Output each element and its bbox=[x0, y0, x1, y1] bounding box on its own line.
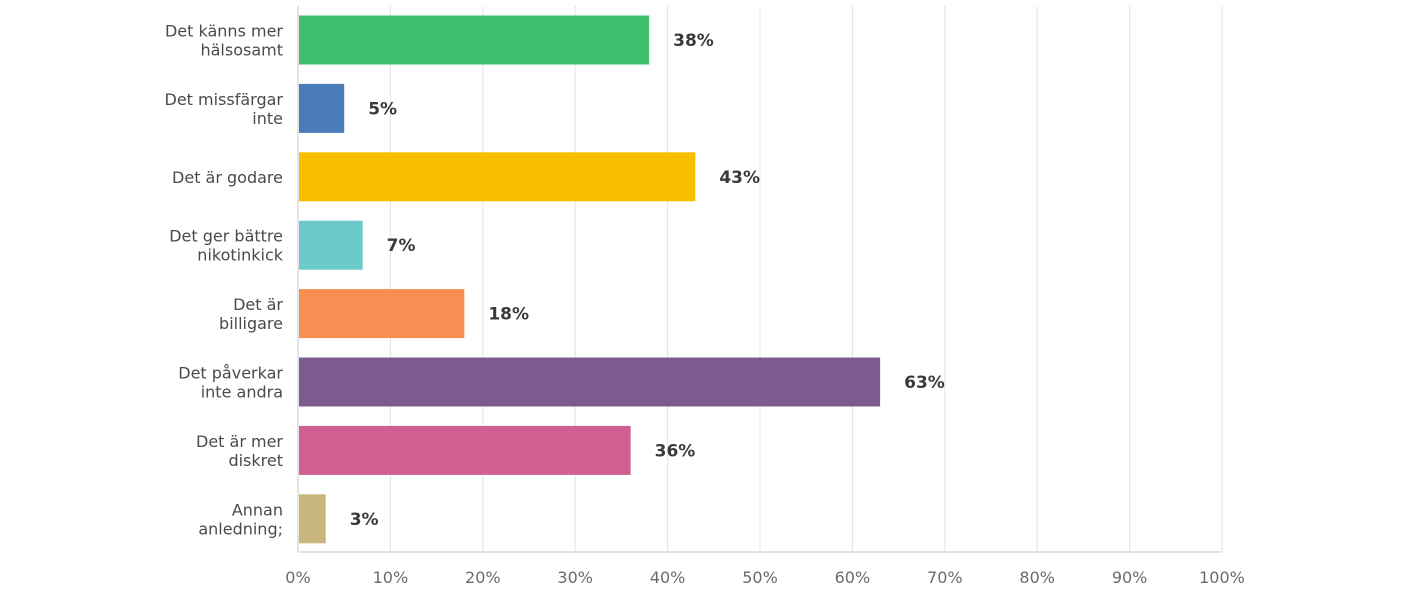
category-label-line: billigare bbox=[219, 314, 283, 333]
category-label-line: Det är mer bbox=[196, 432, 283, 451]
category-label: Det är billigare bbox=[219, 295, 283, 333]
x-tick-label: 10% bbox=[373, 568, 409, 587]
category-label: Det missfärgar inte bbox=[165, 90, 284, 128]
value-label: 38% bbox=[673, 31, 714, 51]
category-label-line: hälsosamt bbox=[200, 41, 283, 60]
x-tick-label: 100% bbox=[1199, 568, 1245, 587]
value-label: 18% bbox=[488, 305, 529, 325]
x-tick-label: 30% bbox=[557, 568, 593, 587]
value-label: 7% bbox=[387, 236, 416, 256]
category-label-line: diskret bbox=[228, 451, 283, 470]
value-label: 3% bbox=[350, 510, 379, 530]
category-label: Det är mer diskret bbox=[196, 432, 283, 470]
grid-lines bbox=[297, 6, 1223, 553]
bar[interactable] bbox=[299, 357, 881, 407]
category-label-line: Det missfärgar bbox=[165, 90, 284, 109]
x-tick-label: 70% bbox=[927, 568, 963, 587]
bars bbox=[299, 15, 881, 544]
bar[interactable] bbox=[299, 425, 631, 475]
category-label: Det ger bättre nikotinkick bbox=[169, 227, 284, 265]
value-labels: 38% 5% 43% 7% 18% 63% 36% 3% bbox=[350, 31, 945, 530]
category-label-line: Det känns mer bbox=[165, 22, 283, 41]
bar[interactable] bbox=[299, 220, 363, 270]
x-tick-labels: 0% 10% 20% 30% 40% 50% 60% 70% 80% 90% 100% bbox=[285, 568, 1245, 587]
value-label: 5% bbox=[368, 99, 397, 119]
x-tick-label: 0% bbox=[285, 568, 310, 587]
x-tick-label: 80% bbox=[1019, 568, 1055, 587]
category-label-line: Det ger bättre bbox=[169, 227, 283, 246]
x-tick-label: 50% bbox=[742, 568, 778, 587]
category-label-line: anledning; bbox=[198, 519, 283, 538]
bar[interactable] bbox=[299, 494, 326, 544]
bar[interactable] bbox=[299, 83, 345, 133]
bar[interactable] bbox=[299, 15, 650, 65]
x-tick-label: 20% bbox=[465, 568, 501, 587]
value-label: 43% bbox=[719, 168, 760, 188]
category-label: Annan anledning; bbox=[198, 500, 283, 538]
category-label-line: inte bbox=[252, 109, 283, 128]
bar[interactable] bbox=[299, 152, 696, 202]
x-tick-label: 60% bbox=[835, 568, 871, 587]
category-label-line: nikotinkick bbox=[197, 246, 283, 265]
category-label: Det är godare bbox=[172, 168, 283, 187]
category-label-line: Annan bbox=[232, 500, 283, 519]
x-tick-label: 90% bbox=[1112, 568, 1148, 587]
category-label-line: inte andra bbox=[201, 383, 283, 402]
value-label: 36% bbox=[655, 441, 696, 461]
category-label-line: Det är godare bbox=[172, 168, 283, 187]
category-label: Det påverkar inte andra bbox=[178, 364, 283, 402]
category-label-line: Det påverkar bbox=[178, 364, 283, 383]
bar[interactable] bbox=[299, 289, 465, 339]
x-tick-label: 40% bbox=[650, 568, 686, 587]
value-label: 63% bbox=[904, 373, 945, 393]
category-label: Det känns mer hälsosamt bbox=[165, 22, 283, 60]
category-label-line: Det är bbox=[233, 295, 283, 314]
